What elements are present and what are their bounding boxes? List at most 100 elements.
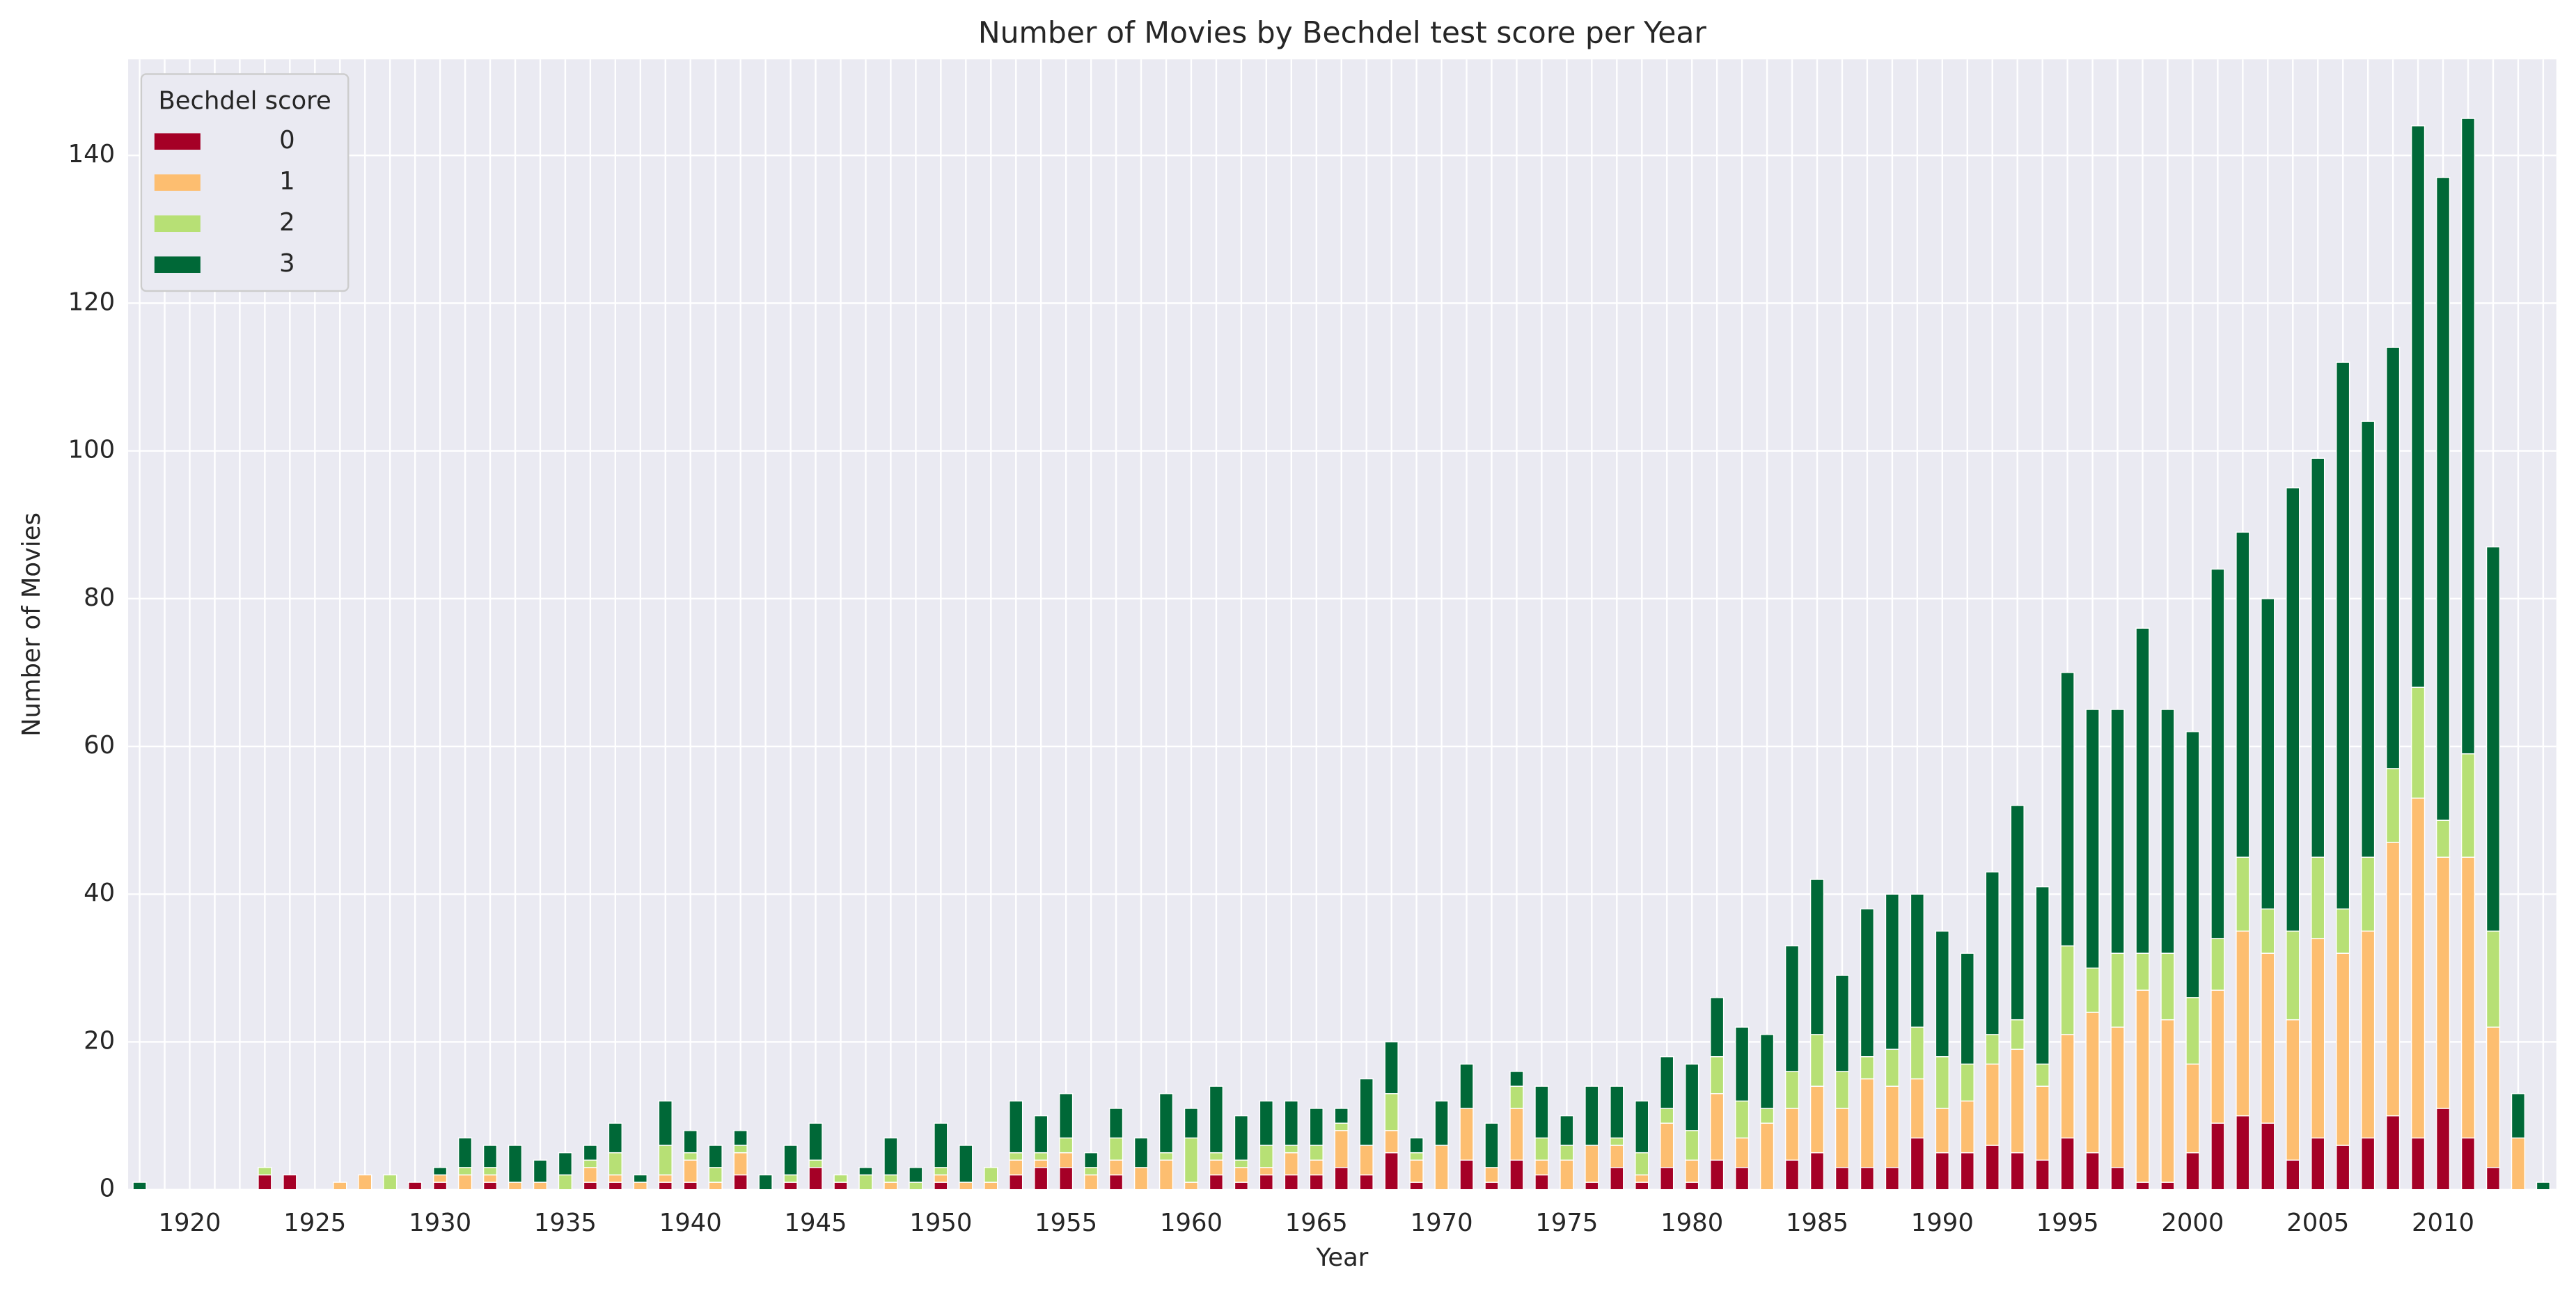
bar-segment	[2035, 886, 2050, 1065]
bar-segment	[1034, 1167, 1049, 1191]
bar-segment	[608, 1174, 622, 1183]
bar-segment	[1359, 1078, 1374, 1146]
bar-segment	[1384, 1130, 1399, 1154]
bar-segment	[1384, 1152, 1399, 1191]
bar-segment	[2236, 930, 2250, 1117]
bar-segment	[733, 1130, 748, 1146]
bar-segment	[683, 1152, 698, 1161]
bar-segment	[482, 1182, 498, 1191]
bar-segment	[583, 1167, 598, 1183]
bar-segment	[608, 1122, 622, 1154]
bar-segment	[1585, 1145, 1599, 1183]
bar-segment	[1409, 1159, 1424, 1183]
bar-segment	[1359, 1145, 1374, 1176]
bar-segment	[1935, 930, 1949, 1058]
bar-segment	[608, 1182, 622, 1191]
bar-segment	[1860, 908, 1875, 1058]
bar-segment	[2135, 627, 2150, 954]
bar-segment	[132, 1182, 147, 1191]
bar-segment	[2261, 1122, 2275, 1191]
bar-segment	[1710, 1159, 1725, 1191]
bar-segment	[1384, 1041, 1399, 1094]
bar-segment	[508, 1145, 523, 1183]
bar-segment	[1108, 1137, 1124, 1161]
bar-segment	[2010, 1049, 2025, 1154]
bar-segment	[2210, 568, 2225, 939]
bar-segment	[1835, 975, 1850, 1072]
bar-segment	[658, 1100, 673, 1146]
bar-segment	[1083, 1167, 1099, 1176]
bar-segment	[457, 1167, 473, 1176]
x-tick-label: 1925	[283, 1209, 346, 1237]
bar-segment	[2185, 731, 2200, 998]
bar-segment	[783, 1145, 798, 1176]
chart-title: Number of Movies by Bechdel test score p…	[978, 16, 1707, 50]
bar-segment	[2060, 672, 2075, 947]
bar-segment	[1009, 1152, 1023, 1161]
bar-segment	[2410, 1137, 2426, 1191]
bar-segment	[2435, 1108, 2451, 1191]
bar-segment	[2085, 1012, 2100, 1154]
bar-segment	[1284, 1145, 1298, 1154]
bar-segment	[934, 1122, 948, 1168]
bar-segment	[1835, 1167, 1850, 1191]
bar-segment	[1685, 1130, 1699, 1161]
bar-segment	[2460, 753, 2476, 858]
bar-segment	[1434, 1145, 1449, 1191]
bar-segment	[2385, 347, 2401, 769]
y-tick-label: 0	[100, 1175, 116, 1203]
bar-segment	[1960, 1152, 1974, 1191]
bar-segment	[1985, 871, 2000, 1035]
bar-segment	[2336, 908, 2350, 954]
bar-segment	[2361, 856, 2375, 932]
bar-segment	[708, 1167, 723, 1183]
bar-segment	[608, 1152, 622, 1176]
bar-segment	[1484, 1122, 1499, 1168]
bar-segment	[1885, 1049, 1900, 1087]
bar-segment	[909, 1182, 923, 1191]
bar-segment	[2460, 118, 2476, 755]
legend: Bechdel score 0 1 2 3	[140, 73, 350, 292]
legend-title: Bechdel score	[158, 87, 331, 116]
bar-segment	[2236, 531, 2250, 858]
bar-segment	[1910, 1137, 1925, 1191]
bar-segment	[1585, 1085, 1599, 1146]
bar-segment	[2210, 1122, 2225, 1191]
legend-label: 3	[279, 249, 295, 278]
bar-segment	[1960, 1063, 1974, 1102]
bar-segment	[758, 1174, 773, 1191]
x-tick-label: 1935	[534, 1209, 597, 1237]
bar-segment	[1985, 1145, 2000, 1191]
bar-segment	[1759, 1108, 1775, 1124]
legend-box	[140, 73, 350, 292]
bar-segment	[1935, 1152, 1949, 1191]
bar-segment	[1660, 1122, 1674, 1168]
bar-segment	[1284, 1152, 1298, 1176]
bar-segment	[1660, 1055, 1674, 1109]
bar-segment	[1860, 1055, 1875, 1080]
y-tick-label: 140	[68, 140, 116, 168]
bar-segment	[1059, 1093, 1074, 1139]
bar-segment	[482, 1174, 498, 1183]
bar-segment	[508, 1182, 523, 1191]
bar-segment	[2110, 1026, 2125, 1168]
bar-segment	[1034, 1152, 1049, 1161]
bar-segment	[984, 1167, 998, 1183]
bar-segment	[1734, 1026, 1750, 1102]
bar-segment	[2160, 1019, 2175, 1183]
bar-segment	[1459, 1108, 1474, 1161]
bar-segment	[2336, 361, 2350, 910]
bar-segment	[558, 1152, 573, 1176]
bar-segment	[1259, 1100, 1273, 1146]
bar-segment	[1509, 1108, 1524, 1161]
bar-segment	[1259, 1167, 1273, 1176]
bar-segment	[2385, 768, 2401, 843]
bar-segment	[1108, 1159, 1124, 1176]
bar-segment	[2435, 819, 2451, 858]
bar-segment	[1159, 1093, 1174, 1154]
bar-segment	[2361, 930, 2375, 1139]
bar-segment	[1509, 1085, 1524, 1109]
bar-segment	[1234, 1159, 1249, 1168]
bar-segment	[2485, 1167, 2501, 1191]
